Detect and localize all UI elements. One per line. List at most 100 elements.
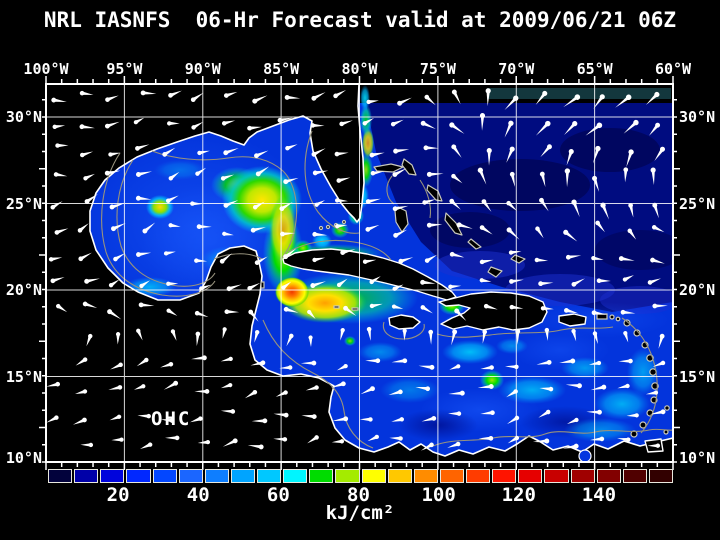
vector-arrow bbox=[163, 380, 179, 390]
vector-arrow bbox=[312, 231, 328, 237]
colorbar-segment bbox=[152, 469, 177, 483]
vector-arrow bbox=[420, 305, 433, 314]
vector-arrow bbox=[415, 386, 431, 392]
vector-arrow bbox=[199, 284, 212, 291]
vector-arrow bbox=[197, 150, 210, 156]
vector-arrow bbox=[197, 439, 211, 445]
vector-arrow bbox=[362, 118, 375, 126]
island-puerto-rico bbox=[558, 313, 587, 327]
vector-arrow bbox=[596, 278, 611, 284]
vector-arrow bbox=[46, 415, 59, 423]
island-jamaica bbox=[388, 314, 421, 330]
vector-arrow bbox=[507, 415, 520, 425]
lat-tick-label-left: 25°N bbox=[5, 194, 42, 213]
vector-arrow bbox=[626, 413, 639, 418]
vector-arrow bbox=[623, 331, 629, 343]
vector-arrow bbox=[50, 201, 63, 210]
vector-arrow bbox=[393, 148, 410, 154]
vector-arrow bbox=[283, 306, 299, 313]
vector-arrow bbox=[305, 385, 319, 391]
vector-arrow bbox=[478, 436, 494, 441]
vector-arrow bbox=[654, 146, 666, 162]
vector-arrow bbox=[195, 331, 201, 347]
vector-arrow bbox=[255, 166, 270, 177]
vector-arrow bbox=[540, 144, 552, 158]
vector-arrow bbox=[591, 255, 604, 261]
lat-tick-label-right: 25°N bbox=[679, 194, 716, 213]
vector-arrow bbox=[168, 90, 182, 98]
vector-arrow bbox=[593, 145, 601, 164]
vector-arrow bbox=[136, 328, 143, 341]
vector-arrow bbox=[140, 442, 153, 449]
vector-arrow bbox=[222, 327, 227, 339]
vector-arrow bbox=[585, 122, 603, 136]
vector-arrow bbox=[423, 145, 439, 151]
vector-arrow bbox=[477, 167, 487, 185]
vector-arrow bbox=[196, 224, 212, 230]
vector-arrow bbox=[369, 276, 381, 285]
colorbar-segment bbox=[570, 469, 595, 483]
vector-arrow bbox=[105, 95, 119, 102]
vector-arrow bbox=[448, 284, 462, 289]
vector-arrow bbox=[482, 329, 488, 344]
vector-arrow bbox=[104, 170, 121, 176]
colorbar-tick-label: 60 bbox=[266, 484, 290, 506]
vector-arrow bbox=[392, 168, 407, 177]
vector-arrow bbox=[509, 304, 524, 310]
vector-arrow bbox=[397, 97, 412, 106]
vector-arrow bbox=[194, 258, 208, 263]
vector-arrow bbox=[334, 151, 349, 157]
colorbar-segment bbox=[596, 469, 621, 483]
vector-arrow bbox=[447, 441, 461, 448]
vector-arrow bbox=[622, 275, 634, 282]
vector-arrow bbox=[479, 278, 492, 283]
lon-tick-label: 100°W bbox=[23, 60, 69, 78]
vector-arrow bbox=[588, 360, 602, 366]
vector-arrow bbox=[565, 383, 582, 389]
vector-arrow bbox=[367, 434, 379, 442]
vector-arrow bbox=[84, 194, 98, 204]
vector-arrow bbox=[650, 257, 665, 264]
vector-arrow bbox=[300, 360, 317, 366]
vector-arrow bbox=[312, 257, 326, 263]
colorbar-segment bbox=[178, 469, 203, 483]
vector-arrow bbox=[136, 357, 149, 367]
vector-arrow bbox=[626, 149, 634, 168]
vector-arrow bbox=[133, 384, 146, 390]
vector-arrow bbox=[628, 203, 634, 218]
vector-arrow bbox=[589, 436, 605, 442]
colorbar-segment bbox=[100, 469, 125, 483]
vector-arrow bbox=[627, 228, 637, 240]
vector-arrow bbox=[244, 389, 258, 399]
vector-arrow bbox=[649, 122, 661, 136]
vector-arrow bbox=[507, 435, 520, 444]
vector-arrow bbox=[108, 385, 123, 390]
vector-arrow bbox=[647, 443, 661, 448]
vector-arrow bbox=[591, 310, 607, 316]
vector-arrow bbox=[535, 226, 544, 239]
vector-arrow bbox=[72, 417, 87, 425]
vector-arrow bbox=[571, 328, 577, 342]
vector-arrow bbox=[301, 414, 317, 419]
vector-arrow bbox=[168, 171, 180, 181]
vector-arrow bbox=[481, 199, 492, 212]
vector-arrow bbox=[111, 437, 124, 442]
vector-arrow bbox=[283, 248, 297, 260]
colorbar-segment bbox=[126, 469, 151, 483]
vector-arrow bbox=[651, 225, 665, 233]
lon-tick-label: 90°W bbox=[184, 60, 221, 78]
vector-arrow bbox=[163, 251, 176, 256]
lat-tick-label-right: 30°N bbox=[679, 108, 716, 126]
vector-arrow bbox=[277, 117, 293, 123]
vector-arrow bbox=[254, 256, 268, 265]
lat-tick-label-right: 20°N bbox=[679, 281, 716, 299]
colorbar-unit-label: kJ/cm² bbox=[325, 502, 395, 524]
vector-arrow bbox=[223, 147, 239, 156]
colorbar-segment bbox=[492, 469, 517, 483]
vector-arrow bbox=[592, 175, 600, 192]
vector-arrow bbox=[563, 229, 578, 242]
vector-arrow bbox=[564, 168, 571, 188]
vector-arrow bbox=[82, 301, 98, 309]
vector-arrow bbox=[279, 365, 293, 370]
